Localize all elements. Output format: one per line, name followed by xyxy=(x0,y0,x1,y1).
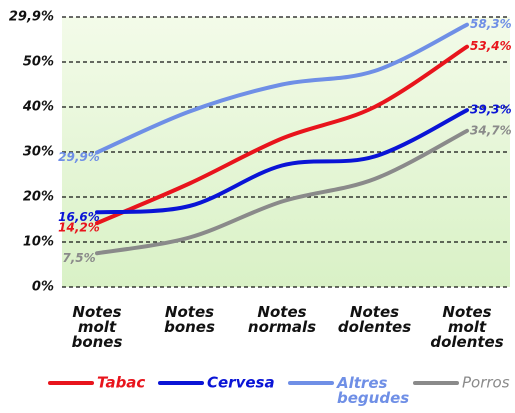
x-tick-label: Notes dolentes xyxy=(338,303,411,336)
series-line xyxy=(95,128,469,256)
data-label: 39,3% xyxy=(470,103,512,117)
x-tick-label: Notes bones xyxy=(164,303,215,336)
data-label: 58,3% xyxy=(470,17,512,31)
y-tick-label: 40% xyxy=(22,100,54,115)
data-label: 14,2% xyxy=(58,221,100,235)
data-label: 53,4% xyxy=(470,39,512,53)
x-tick-label: Notes normals xyxy=(248,303,316,336)
series-line xyxy=(95,44,469,226)
y-tick-label: 0% xyxy=(32,280,54,295)
legend-label: Porros xyxy=(462,374,510,392)
series-line xyxy=(95,108,469,215)
data-label: 7,5% xyxy=(62,251,95,265)
y-tick-label: 29,9% xyxy=(9,10,54,25)
data-label: 29,9% xyxy=(58,150,100,164)
data-label: 16,6% xyxy=(58,210,100,224)
legend-label: Altres begudes xyxy=(336,374,409,407)
y-tick-label: 50% xyxy=(23,55,54,70)
x-tick-label: Notes molt dolentes xyxy=(430,303,503,351)
y-tick-label: 30% xyxy=(23,145,54,160)
y-tick-label: 20% xyxy=(23,190,54,205)
data-label: 34,7% xyxy=(470,123,512,137)
y-tick-label: 10% xyxy=(23,235,54,250)
legend-label: Tabac xyxy=(97,374,145,392)
x-tick-label: Notes molt bones xyxy=(72,303,123,351)
legend-label: Cervesa xyxy=(207,374,275,392)
series-line xyxy=(95,22,469,155)
